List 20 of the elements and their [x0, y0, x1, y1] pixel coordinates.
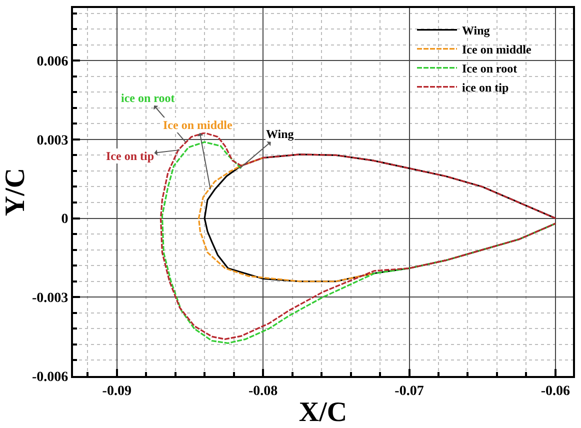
- annotation: Wing: [266, 127, 294, 141]
- y-tick-label: -0.003: [32, 291, 68, 306]
- annotation: Ice on tip: [106, 149, 154, 163]
- legend-label: ice on tip: [462, 80, 509, 95]
- line-series: [198, 157, 374, 282]
- x-tick-label: -0.09: [102, 384, 132, 399]
- x-tick-label: -0.07: [394, 384, 424, 399]
- x-tick-label: -0.08: [248, 384, 278, 399]
- y-tick-label: 0.003: [36, 133, 68, 148]
- annotation: Ice on middle: [163, 118, 234, 132]
- y-tick-label: -0.006: [32, 370, 68, 385]
- x-axis-title: X/C: [298, 397, 348, 428]
- legend-label: Wing: [462, 24, 490, 38]
- annotation: ice on root: [121, 91, 175, 105]
- x-tick-label: -0.06: [540, 384, 570, 399]
- y-axis-title: Y/C: [0, 168, 31, 216]
- legend-label: Ice on root: [462, 62, 518, 76]
- legend-label: Ice on middle: [462, 42, 532, 57]
- y-tick-label: 0: [61, 212, 68, 228]
- y-tick-label: 0.006: [36, 54, 68, 70]
